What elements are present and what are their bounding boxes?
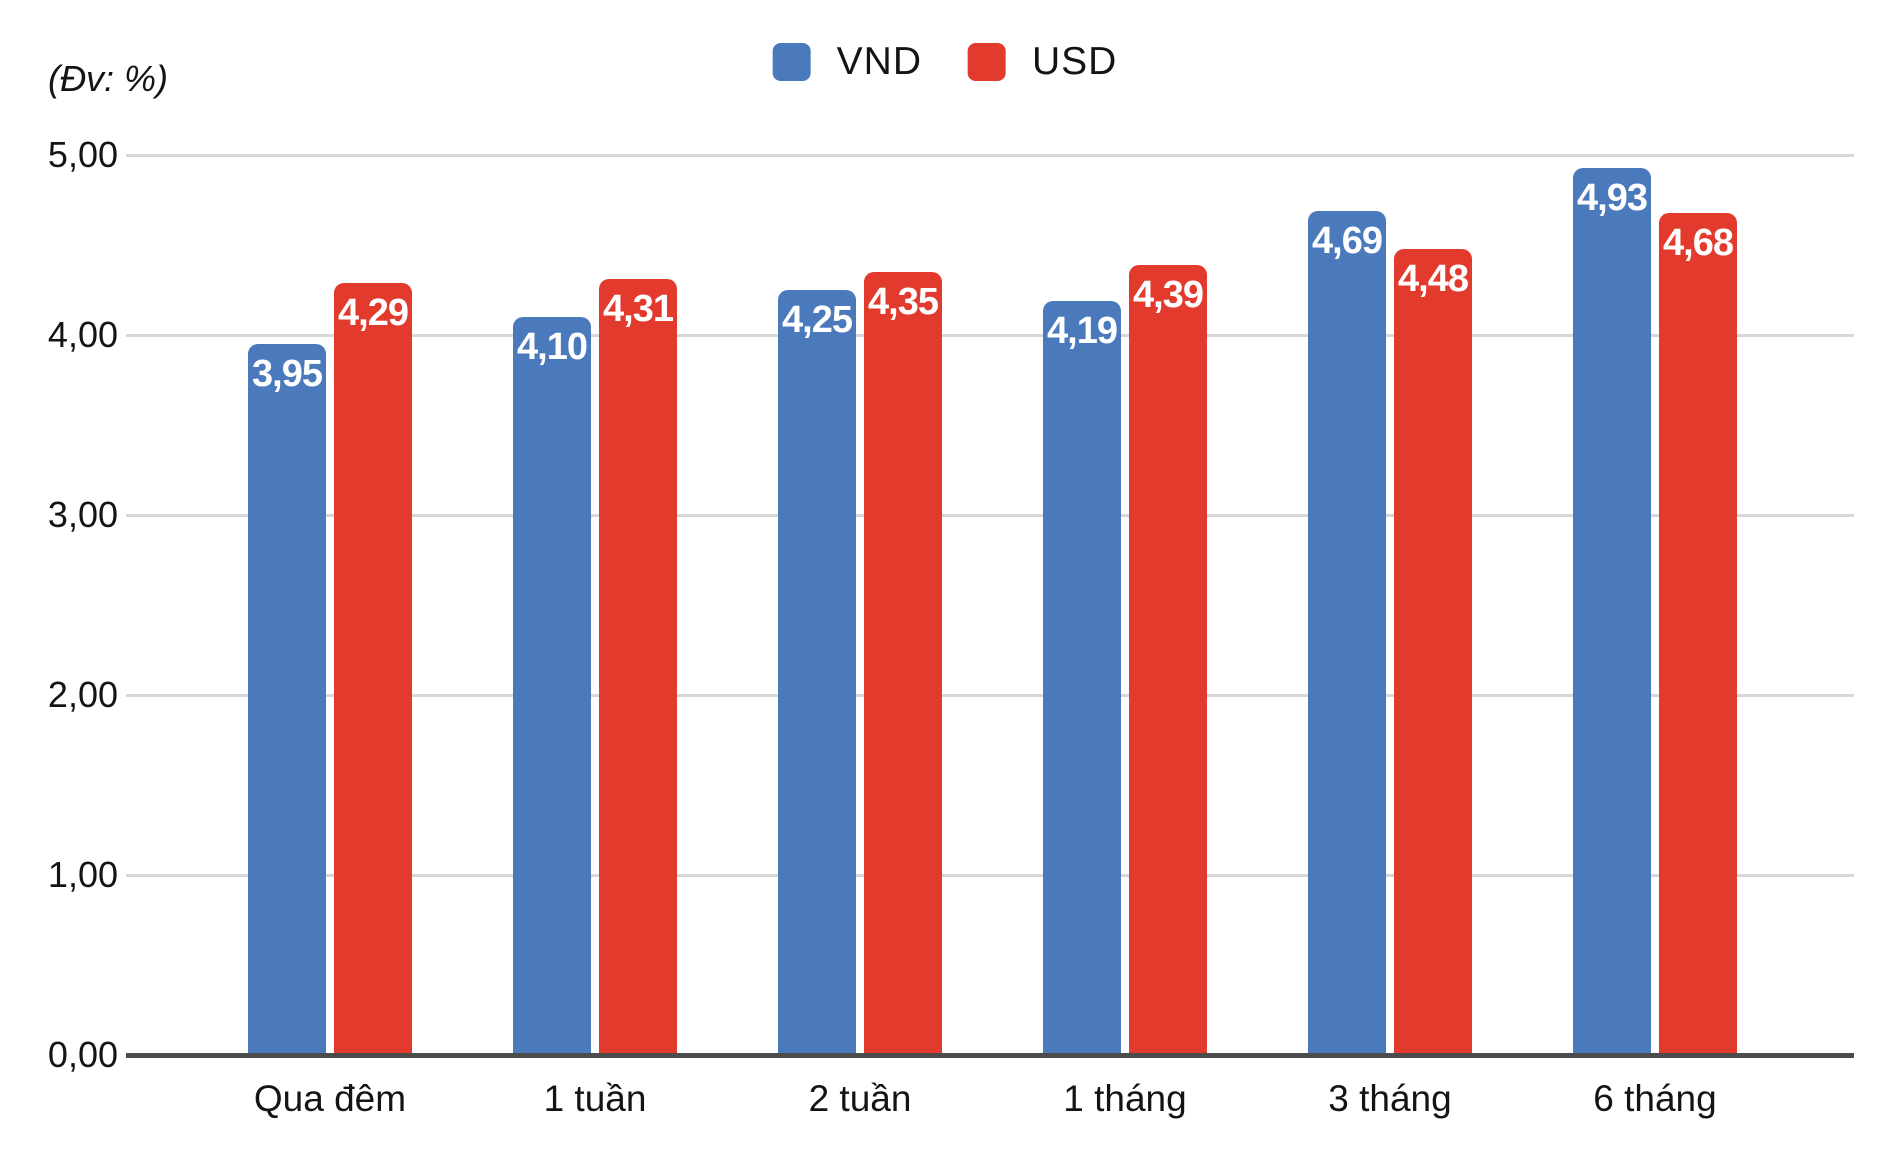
y-tick-label: 5,00 (47, 134, 118, 175)
legend-label-vnd: VND (836, 40, 922, 83)
bar-vnd-3: 4,19 (1043, 300, 1121, 1055)
bar-usd-3: 4,39 (1129, 264, 1207, 1055)
y-tick-label: 1,00 (47, 854, 118, 895)
y-tick-label: 4,00 (47, 314, 118, 355)
bar-vnd-4: 4,69 (1308, 210, 1386, 1055)
bar-value-label: 4,19 (1047, 309, 1118, 352)
bar-vnd-0: 3,95 (248, 344, 326, 1055)
bar-usd-1: 4,31 (599, 279, 677, 1055)
bar-value-label: 4,31 (603, 288, 674, 331)
bar-value-label: 3,95 (252, 353, 323, 395)
legend-item-vnd: VND (772, 40, 922, 84)
bar-value-label: 4,93 (1577, 176, 1648, 219)
y-gridline (126, 694, 1854, 697)
bar-vnd-2: 4,25 (778, 290, 856, 1055)
vnd-swatch-icon (772, 43, 811, 81)
x-axis-label: 3 tháng (1328, 1078, 1452, 1119)
bar-usd-4: 4,48 (1394, 248, 1472, 1055)
y-gridline (126, 874, 1854, 877)
y-tick-label: 2,00 (47, 674, 118, 715)
bar-usd-0: 4,29 (334, 282, 412, 1055)
bar-value-label: 4,69 (1312, 219, 1383, 262)
bar-vnd-5: 4,93 (1573, 167, 1651, 1055)
bar-value-label: 4,39 (1133, 273, 1204, 316)
unit-label: (Đv: %) (48, 58, 168, 99)
legend-item-usd: USD (968, 40, 1117, 84)
bar-value-label: 4,35 (868, 281, 939, 323)
x-axis-line (126, 1053, 1854, 1058)
bar-usd-5: 4,68 (1659, 212, 1737, 1055)
usd-swatch-icon (968, 43, 1006, 81)
y-gridline (126, 154, 1854, 157)
y-gridline (126, 334, 1854, 337)
bar-value-label: 4,25 (782, 299, 853, 341)
legend-label-usd: USD (1032, 40, 1118, 83)
x-axis-label: Qua đêm (253, 1078, 407, 1119)
bar-value-label: 4,68 (1663, 221, 1734, 264)
bar-vnd-1: 4,10 (513, 317, 591, 1055)
x-axis-label: 1 tháng (1063, 1078, 1187, 1119)
x-axis-label: 1 tuần (543, 1078, 647, 1119)
bar-value-label: 4,48 (1398, 257, 1469, 300)
y-tick-label: 3,00 (47, 494, 118, 535)
x-axis-label: 2 tuần (808, 1078, 912, 1119)
bar-usd-2: 4,35 (864, 272, 942, 1055)
bar-value-label: 4,29 (338, 291, 409, 334)
chart-legend: VND USD (772, 40, 1118, 84)
y-tick-label: 0,00 (47, 1034, 118, 1075)
bar-value-label: 4,10 (517, 326, 588, 368)
y-gridline (126, 514, 1854, 517)
x-axis-label: 6 tháng (1593, 1078, 1717, 1119)
